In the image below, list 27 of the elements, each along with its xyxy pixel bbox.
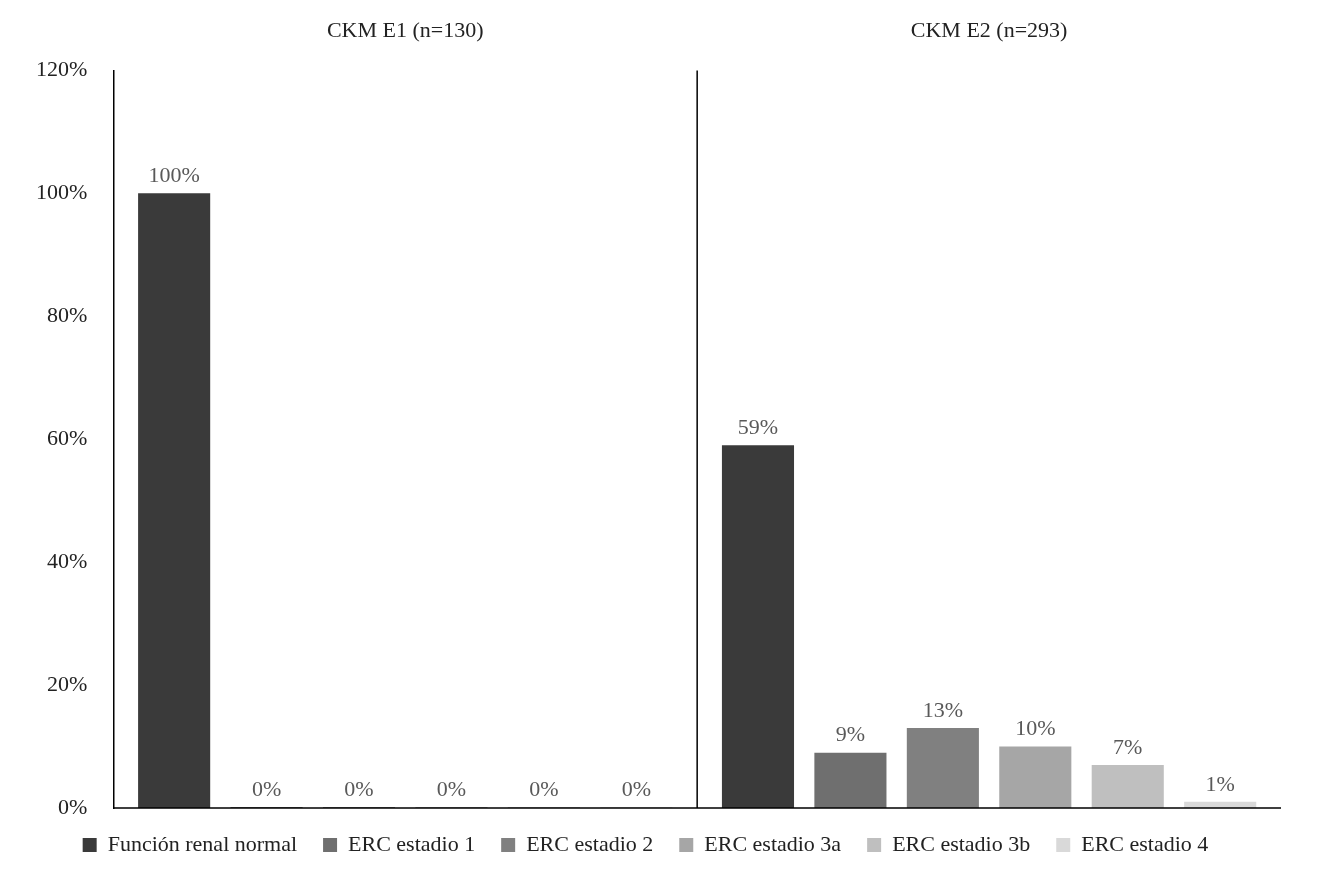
- y-tick-label: 120%: [36, 56, 88, 82]
- y-tick-label: 0%: [58, 793, 88, 819]
- legend-label: ERC estadio 3b: [892, 830, 1031, 856]
- x-tick-label: CKM E2 (n=293): [910, 16, 1068, 42]
- legend-label: ERC estadio 4: [1081, 830, 1209, 856]
- legend-label: ERC estadio 3a: [704, 830, 842, 856]
- legend-label: Función renal normal: [107, 830, 298, 856]
- data-label: 0%: [436, 775, 467, 801]
- data-label: 59%: [737, 414, 779, 440]
- data-label: 0%: [529, 775, 559, 801]
- data-label: 9%: [835, 721, 866, 747]
- data-label: 1%: [1205, 770, 1235, 796]
- y-tick-label: 80%: [47, 302, 88, 328]
- data-label: 13%: [922, 696, 964, 722]
- y-tick-label: 100%: [36, 179, 88, 205]
- legend-label: ERC estadio 2: [526, 830, 654, 856]
- data-label: 0%: [251, 775, 282, 801]
- data-label: 10%: [1015, 715, 1056, 741]
- data-label: 7%: [1113, 733, 1143, 759]
- y-tick-label: 20%: [47, 670, 88, 696]
- y-tick-label: 40%: [47, 547, 88, 573]
- y-tick-label: 60%: [47, 424, 88, 450]
- data-label: 0%: [344, 775, 374, 801]
- legend-label: ERC estadio 1: [348, 830, 476, 856]
- data-label: 0%: [621, 775, 652, 801]
- data-label: 100%: [148, 162, 200, 188]
- x-tick-label: CKM E1 (n=130): [326, 16, 484, 42]
